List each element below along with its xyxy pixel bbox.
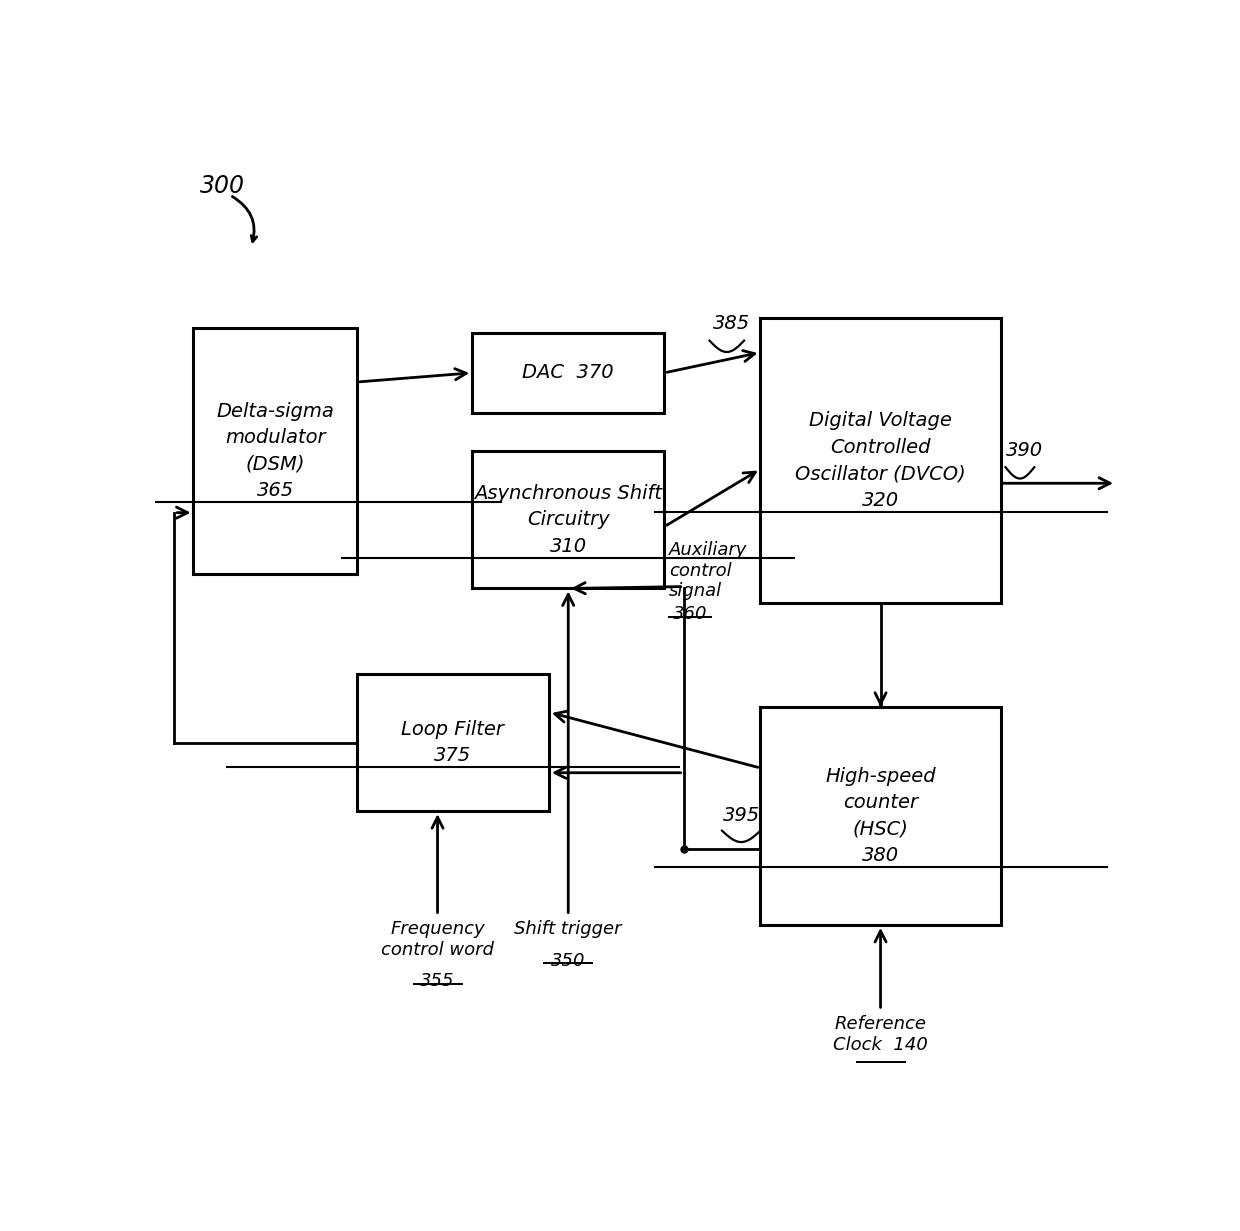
Text: Digital Voltage: Digital Voltage <box>810 411 952 430</box>
Text: 365: 365 <box>257 481 294 500</box>
Text: 320: 320 <box>862 491 899 510</box>
Text: 355: 355 <box>420 972 455 991</box>
Bar <box>760 319 1001 603</box>
Text: Loop Filter: Loop Filter <box>402 720 505 739</box>
Text: Controlled: Controlled <box>831 438 931 457</box>
Text: 300: 300 <box>200 174 244 198</box>
Text: DAC  370: DAC 370 <box>522 363 614 383</box>
Text: Auxiliary
control
signal: Auxiliary control signal <box>670 540 748 601</box>
Text: Circuitry: Circuitry <box>527 511 610 529</box>
Text: 380: 380 <box>862 846 899 865</box>
Text: 385: 385 <box>713 314 750 334</box>
Bar <box>472 451 665 588</box>
Bar <box>193 327 357 574</box>
Bar <box>760 707 1001 924</box>
Text: 390: 390 <box>1006 441 1043 459</box>
Text: 375: 375 <box>434 746 471 766</box>
Text: 395: 395 <box>723 806 760 825</box>
Text: Frequency
control word: Frequency control word <box>381 921 494 959</box>
Text: Oscillator (DVCO): Oscillator (DVCO) <box>795 464 966 484</box>
Text: Delta-sigma: Delta-sigma <box>216 401 334 421</box>
Text: High-speed: High-speed <box>826 767 936 785</box>
Text: (HSC): (HSC) <box>853 820 909 838</box>
Text: 350: 350 <box>551 952 585 970</box>
Text: modulator: modulator <box>224 428 325 447</box>
Text: 310: 310 <box>549 537 587 556</box>
Text: Shift trigger: Shift trigger <box>515 921 622 938</box>
Text: counter: counter <box>843 793 918 812</box>
Bar <box>472 332 665 414</box>
Text: Asynchronous Shift: Asynchronous Shift <box>474 484 662 502</box>
Text: Reference
Clock  140: Reference Clock 140 <box>833 1016 928 1054</box>
Text: 360: 360 <box>673 606 708 623</box>
Text: (DSM): (DSM) <box>246 454 305 474</box>
Bar <box>357 673 549 811</box>
